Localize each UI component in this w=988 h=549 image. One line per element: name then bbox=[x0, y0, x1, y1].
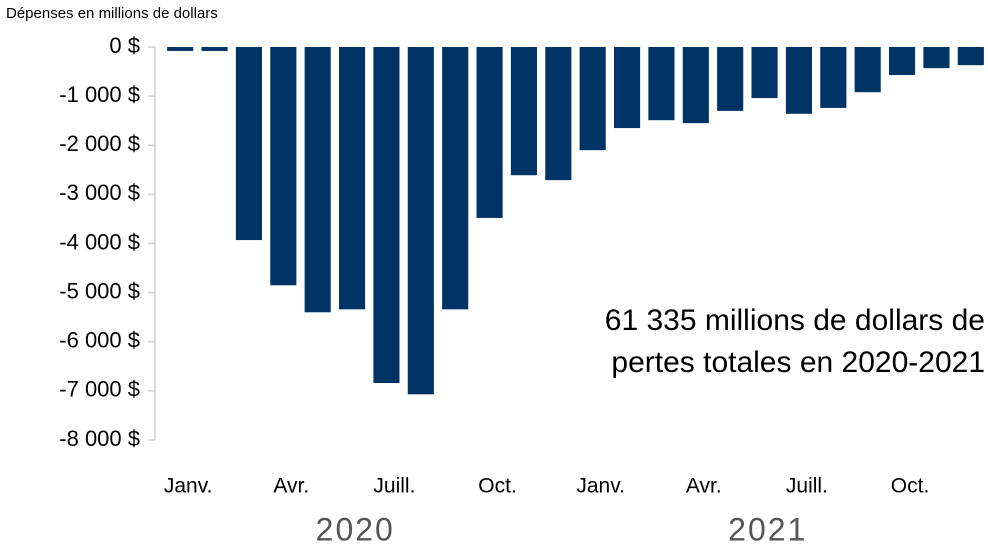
x-tick-label: Avr. bbox=[686, 475, 722, 498]
x-tick-label: Janv. bbox=[164, 475, 213, 498]
y-tick-label: -4 000 $ bbox=[59, 229, 140, 254]
bar bbox=[235, 47, 262, 241]
bar bbox=[854, 47, 881, 93]
x-tick-label: Oct. bbox=[478, 475, 517, 498]
y-tick-label: -5 000 $ bbox=[59, 278, 140, 303]
bar bbox=[545, 47, 572, 181]
bar bbox=[373, 47, 400, 384]
y-tick-label: -6 000 $ bbox=[59, 328, 140, 353]
y-tick-label: -3 000 $ bbox=[59, 180, 140, 205]
bar bbox=[751, 47, 778, 99]
bar bbox=[717, 47, 744, 111]
x-tick-label: Juill. bbox=[373, 475, 415, 498]
y-tick-label: 0 $ bbox=[109, 33, 140, 58]
y-tick-label: -7 000 $ bbox=[59, 377, 140, 402]
bar bbox=[889, 47, 916, 76]
x-tick-label: Janv. bbox=[576, 475, 625, 498]
annotation: pertes totales en 2020-2021 bbox=[611, 346, 985, 379]
bar bbox=[614, 47, 641, 129]
bar bbox=[270, 47, 297, 286]
x-tick-label: Juill. bbox=[786, 475, 828, 498]
x-tick-label: Oct. bbox=[891, 475, 930, 498]
bar bbox=[923, 47, 950, 69]
year-label: 2020 bbox=[316, 511, 395, 547]
bar bbox=[201, 47, 228, 51]
bar bbox=[510, 47, 537, 176]
y-tick-label: -1 000 $ bbox=[59, 82, 140, 107]
bar bbox=[476, 47, 503, 218]
x-tick-label: Avr. bbox=[273, 475, 309, 498]
bar bbox=[304, 47, 331, 313]
year-label: 2021 bbox=[728, 511, 807, 547]
bar bbox=[785, 47, 812, 114]
axis-label: Dépenses en millions de dollars bbox=[6, 5, 218, 22]
bar bbox=[407, 47, 434, 395]
bar bbox=[339, 47, 366, 310]
bar bbox=[957, 47, 984, 66]
bar bbox=[579, 47, 606, 151]
bar bbox=[167, 47, 194, 51]
bar bbox=[442, 47, 469, 310]
bar bbox=[682, 47, 709, 124]
annotation: 61 335 millions de dollars de bbox=[605, 304, 985, 337]
bar bbox=[648, 47, 675, 121]
y-tick-label: -2 000 $ bbox=[59, 131, 140, 156]
y-tick-label: -8 000 $ bbox=[59, 426, 140, 451]
bar bbox=[820, 47, 847, 108]
